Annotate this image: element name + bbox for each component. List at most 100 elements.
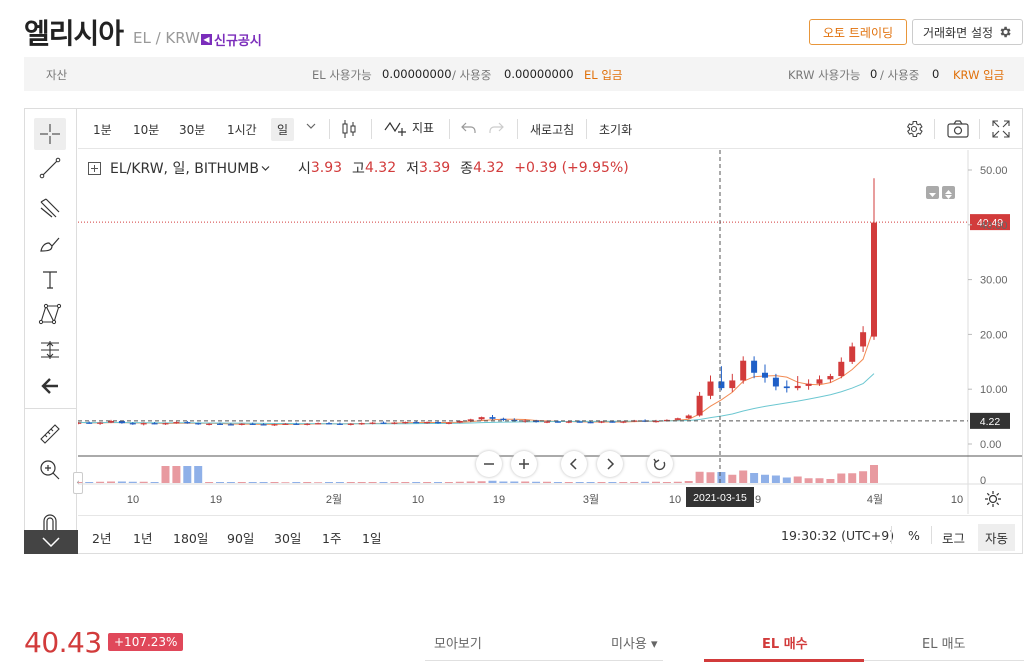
candle-body	[162, 423, 169, 425]
chart-settings-button[interactable]	[904, 119, 924, 142]
auto-trading-button[interactable]: 오토 트레이딩	[809, 19, 907, 45]
trend-line-tool[interactable]	[34, 152, 66, 184]
crosshair-price-tag-bg	[970, 412, 1010, 429]
krw-deposit-link[interactable]: KRW 입금	[953, 68, 1005, 82]
scroll-left-button[interactable]	[561, 451, 587, 477]
ruler-tool[interactable]	[34, 418, 66, 450]
auto-scale-button[interactable]: 자동	[978, 524, 1016, 551]
measure-icon	[41, 341, 59, 359]
magnet-tool[interactable]	[34, 506, 66, 538]
range-1w[interactable]: 1주	[322, 531, 342, 546]
interval-day[interactable]: 일	[271, 118, 295, 141]
volume-bar	[575, 482, 584, 483]
zoom-in-button[interactable]	[511, 451, 537, 477]
expand-plus-icon[interactable]	[88, 161, 101, 175]
fullscreen-button[interactable]	[992, 120, 1010, 141]
interval-10m[interactable]: 10분	[133, 123, 160, 137]
interval-1h[interactable]: 1시간	[227, 123, 257, 137]
screen-settings-button[interactable]: 거래화면 설정	[912, 19, 1023, 45]
screenshot-button[interactable]	[947, 120, 969, 141]
candle-body	[565, 421, 572, 423]
candle-body	[762, 372, 768, 378]
updown-icon	[945, 190, 952, 199]
volume-bar	[782, 477, 791, 483]
refresh-button[interactable]: 새로고침	[530, 123, 575, 137]
range-2y[interactable]: 2년	[92, 531, 112, 546]
notice-link[interactable]: ◀ 신규공시	[201, 30, 262, 49]
candle-body	[140, 423, 147, 425]
brush-tool[interactable]	[34, 228, 66, 260]
fib-tool[interactable]	[34, 192, 66, 224]
log-scale-button[interactable]: 로그	[942, 531, 966, 546]
undo-button[interactable]	[461, 120, 477, 139]
volume-bar	[303, 482, 312, 483]
screen-settings-label: 거래화면 설정	[922, 25, 994, 40]
toolbar-divider	[586, 119, 587, 139]
volume-bar	[248, 482, 257, 483]
tab-collect[interactable]: 모아보기	[434, 637, 482, 652]
chevron-down-icon[interactable]	[261, 165, 270, 172]
chart-type-button[interactable]	[341, 119, 357, 142]
volume-bar	[739, 470, 748, 483]
interval-30m[interactable]: 30분	[179, 123, 206, 137]
indicator-button[interactable]: 지표	[384, 118, 434, 136]
zoom-out-button[interactable]	[476, 451, 502, 477]
tab-underline	[425, 660, 663, 661]
volume-bar	[532, 481, 541, 483]
candle-body	[118, 420, 125, 424]
toolbar-divider	[329, 119, 330, 139]
candle-body	[707, 381, 714, 396]
zoom-tool[interactable]	[34, 454, 66, 486]
candle-body	[282, 423, 289, 425]
reset-button[interactable]: 초기화	[599, 123, 633, 137]
legend-symbol[interactable]: EL/KRW, 일, BITHUMB	[110, 161, 259, 177]
reset-view-button[interactable]	[647, 451, 673, 477]
time-axis-settings-button[interactable]	[985, 491, 1001, 511]
pattern-tool[interactable]	[34, 298, 66, 330]
back-tool[interactable]	[34, 370, 66, 402]
plus-icon	[519, 459, 529, 469]
legend-close-label: 종	[460, 161, 474, 177]
candle-body	[554, 421, 561, 423]
indicator-icon	[384, 121, 406, 136]
collapse-tools-button[interactable]	[24, 530, 78, 554]
range-30d[interactable]: 30일	[274, 531, 302, 546]
volume-bar	[553, 482, 562, 483]
redo-button[interactable]	[488, 120, 504, 139]
text-tool[interactable]	[34, 264, 66, 296]
volume-bar	[85, 482, 94, 483]
tab-unused[interactable]: 미사용 ▾	[611, 637, 658, 652]
range-1d[interactable]: 1일	[362, 531, 382, 546]
notice-label: 신규공시	[214, 34, 262, 49]
volume-bar	[401, 482, 410, 483]
range-1y[interactable]: 1년	[133, 531, 153, 546]
measure-tool[interactable]	[34, 334, 66, 366]
crosshair-tool[interactable]	[34, 118, 66, 150]
percent-scale-button[interactable]: %	[908, 528, 920, 543]
scroll-down-button[interactable]	[926, 186, 939, 199]
candle-body	[674, 418, 681, 420]
price-chart[interactable]: 40.49 4.22 2021-03-15 0.00 10.00 20.00 30.00 4…	[78, 150, 1022, 514]
range-90d[interactable]: 90일	[227, 531, 255, 546]
coin-title: 엘리시아	[24, 17, 124, 50]
chevron-down-icon	[306, 123, 316, 129]
candle-body	[871, 222, 877, 337]
interval-dropdown[interactable]	[306, 122, 316, 133]
undo-icon	[461, 122, 476, 133]
volume-bar	[368, 482, 377, 483]
scroll-right-button[interactable]	[597, 451, 623, 477]
volume-bar	[543, 481, 551, 483]
chevron-left-icon	[569, 458, 577, 470]
el-deposit-link[interactable]: EL 입금	[584, 68, 623, 82]
tab-sell[interactable]: EL 매도	[922, 637, 966, 652]
candle-body	[544, 421, 550, 423]
interval-1m[interactable]: 1분	[93, 123, 112, 137]
x-tick-label: 4월	[867, 493, 883, 506]
volume-bar	[564, 482, 573, 483]
tab-buy[interactable]: EL 매수	[762, 637, 808, 652]
candle-body	[238, 423, 245, 425]
rotate-icon	[653, 458, 666, 471]
y-tick-label: 40.00	[980, 220, 1008, 232]
scale-toggle-button[interactable]	[942, 186, 955, 199]
range-180d[interactable]: 180일	[173, 531, 209, 546]
